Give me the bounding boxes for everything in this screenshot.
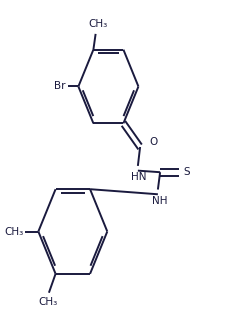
Text: CH₃: CH₃ (38, 297, 58, 308)
Text: HN: HN (131, 172, 147, 182)
Text: O: O (149, 137, 157, 147)
Text: CH₃: CH₃ (5, 226, 24, 237)
Text: S: S (183, 167, 190, 177)
Text: NH: NH (152, 196, 168, 206)
Text: CH₃: CH₃ (88, 19, 107, 29)
Text: Br: Br (54, 81, 65, 92)
